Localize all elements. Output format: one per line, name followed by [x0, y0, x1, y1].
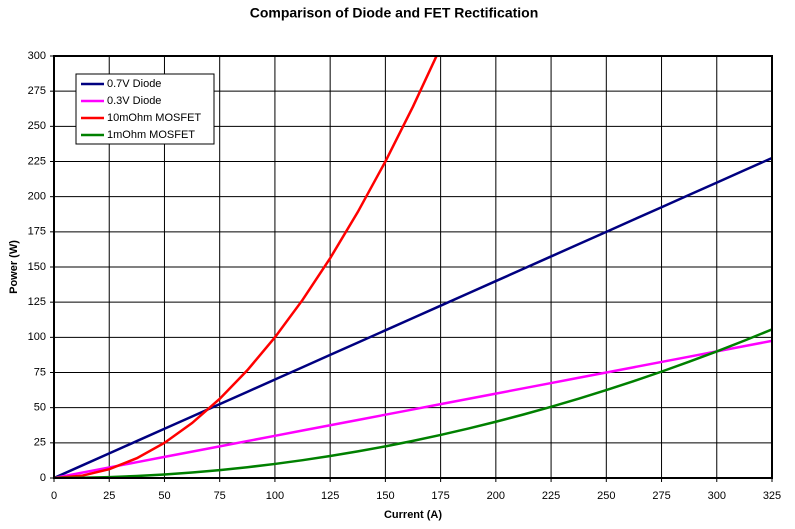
chart-title: Comparison of Diode and FET Rectificatio…	[250, 5, 539, 21]
x-tick-label: 275	[652, 490, 670, 502]
y-tick-label: 250	[28, 120, 46, 132]
legend-label: 0.3V Diode	[107, 95, 161, 107]
x-axis-label: Current (A)	[384, 509, 442, 521]
x-tick-label: 25	[103, 490, 115, 502]
y-tick-label: 300	[28, 50, 46, 62]
lines	[54, 56, 772, 478]
legend-label: 0.7V Diode	[107, 78, 161, 90]
legend: 0.7V Diode 0.3V Diode 10mOhm MOSFET 1mOhm M…	[75, 73, 215, 145]
series-line	[54, 339, 772, 478]
series-line	[54, 156, 772, 478]
x-tick-label: 225	[542, 490, 560, 502]
y-tick-label: 0	[40, 472, 46, 484]
x-tick-label: 75	[214, 490, 226, 502]
y-tick-label: 25	[34, 437, 46, 449]
x-tick-label: 50	[158, 490, 170, 502]
y-tick-label: 175	[28, 226, 46, 238]
y-tick-label: 225	[28, 155, 46, 167]
series-line	[54, 56, 438, 478]
x-tick-label: 100	[266, 490, 284, 502]
x-tick-label: 175	[431, 490, 449, 502]
x-tick-label: 125	[321, 490, 339, 502]
x-tick-label: 325	[763, 490, 781, 502]
y-tick-label: 75	[34, 366, 46, 378]
x-tick-label: 200	[487, 490, 505, 502]
y-tick-label: 150	[28, 261, 46, 273]
y-tick-label: 275	[28, 85, 46, 97]
legend-box	[75, 73, 215, 145]
x-tick-label: 250	[597, 490, 615, 502]
legend-label: 10mOhm MOSFET	[107, 112, 201, 124]
x-tick-label: 150	[376, 490, 394, 502]
y-axis-label: Power (W)	[8, 240, 20, 294]
x-tick-label: 0	[51, 490, 57, 502]
y-tick-label: 100	[28, 331, 46, 343]
y-tick-label: 200	[28, 191, 46, 203]
legend-label: 1mOhm MOSFET	[107, 129, 195, 141]
y-tick-label: 50	[34, 402, 46, 414]
series-line	[54, 328, 772, 478]
y-tick-label: 125	[28, 296, 46, 308]
x-tick-label: 300	[708, 490, 726, 502]
